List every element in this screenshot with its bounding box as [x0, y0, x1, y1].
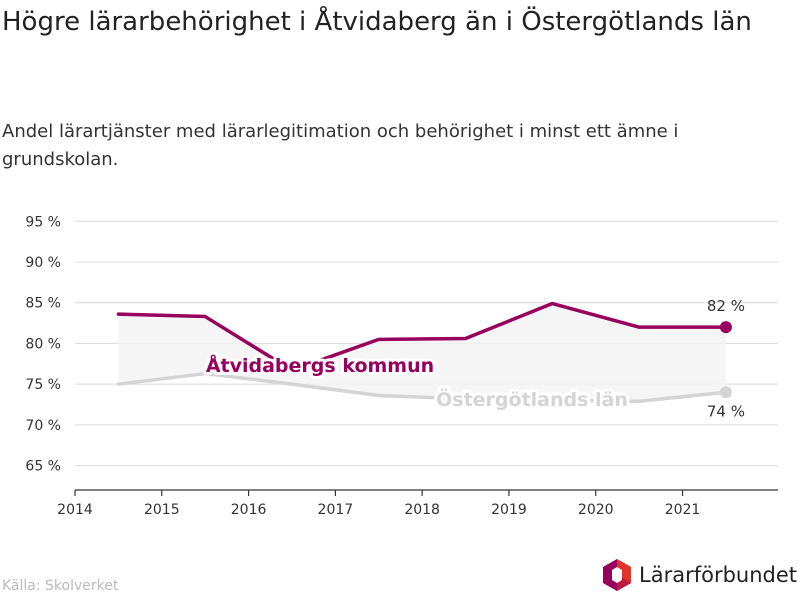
x-tick-label: 2014 — [57, 502, 93, 518]
y-tick-label: 70 % — [25, 418, 61, 434]
y-tick-label: 90 % — [25, 255, 61, 271]
end-value-label: 82 % — [707, 297, 745, 315]
x-tick-label: 2019 — [491, 502, 527, 518]
series-label: Östergötlands län — [436, 387, 628, 411]
series-label: Åtvidabergs kommun — [206, 353, 434, 377]
x-tick-label: 2018 — [404, 502, 440, 518]
series-line-0 — [116, 301, 728, 373]
end-value-label: 74 % — [707, 402, 745, 420]
source-note: Källa: Skolverket — [2, 578, 119, 594]
series-line-1 — [116, 371, 728, 403]
brand-name: Lärarförbundet — [639, 563, 798, 587]
end-point-marker-0 — [719, 321, 732, 334]
x-tick-label: 2015 — [144, 502, 180, 518]
difference-band — [118, 303, 726, 402]
brand-icon — [603, 559, 631, 591]
x-tick-label: 2020 — [578, 502, 614, 518]
chart-subtitle: Andel lärartjänster med lärarlegitimatio… — [2, 121, 679, 170]
x-tick-label: 2017 — [318, 502, 354, 518]
end-point-marker-1 — [719, 386, 732, 399]
y-tick-label: 80 % — [25, 336, 61, 352]
brand-logo: Lärarförbundet — [601, 558, 797, 592]
difference-area — [118, 303, 726, 402]
series-labels: 82 % 74 % Åtvidabergs kommunÖstergötlands … — [203, 297, 745, 420]
chart-title: Högre lärarbehörighet i Åtvidaberg än i … — [2, 7, 752, 37]
axes: 95 % 90 % 85 % 80 % 75 % 70 % 65 % 2014 2015 2016… — [25, 214, 778, 518]
series-lines — [116, 301, 732, 403]
y-tick-label: 75 % — [25, 377, 61, 393]
y-tick-label: 65 % — [25, 459, 61, 475]
x-tick-label: 2021 — [665, 502, 701, 518]
y-tick-label: 95 % — [25, 214, 61, 230]
x-tick-label: 2016 — [231, 502, 267, 518]
y-tick-label: 85 % — [25, 296, 61, 312]
